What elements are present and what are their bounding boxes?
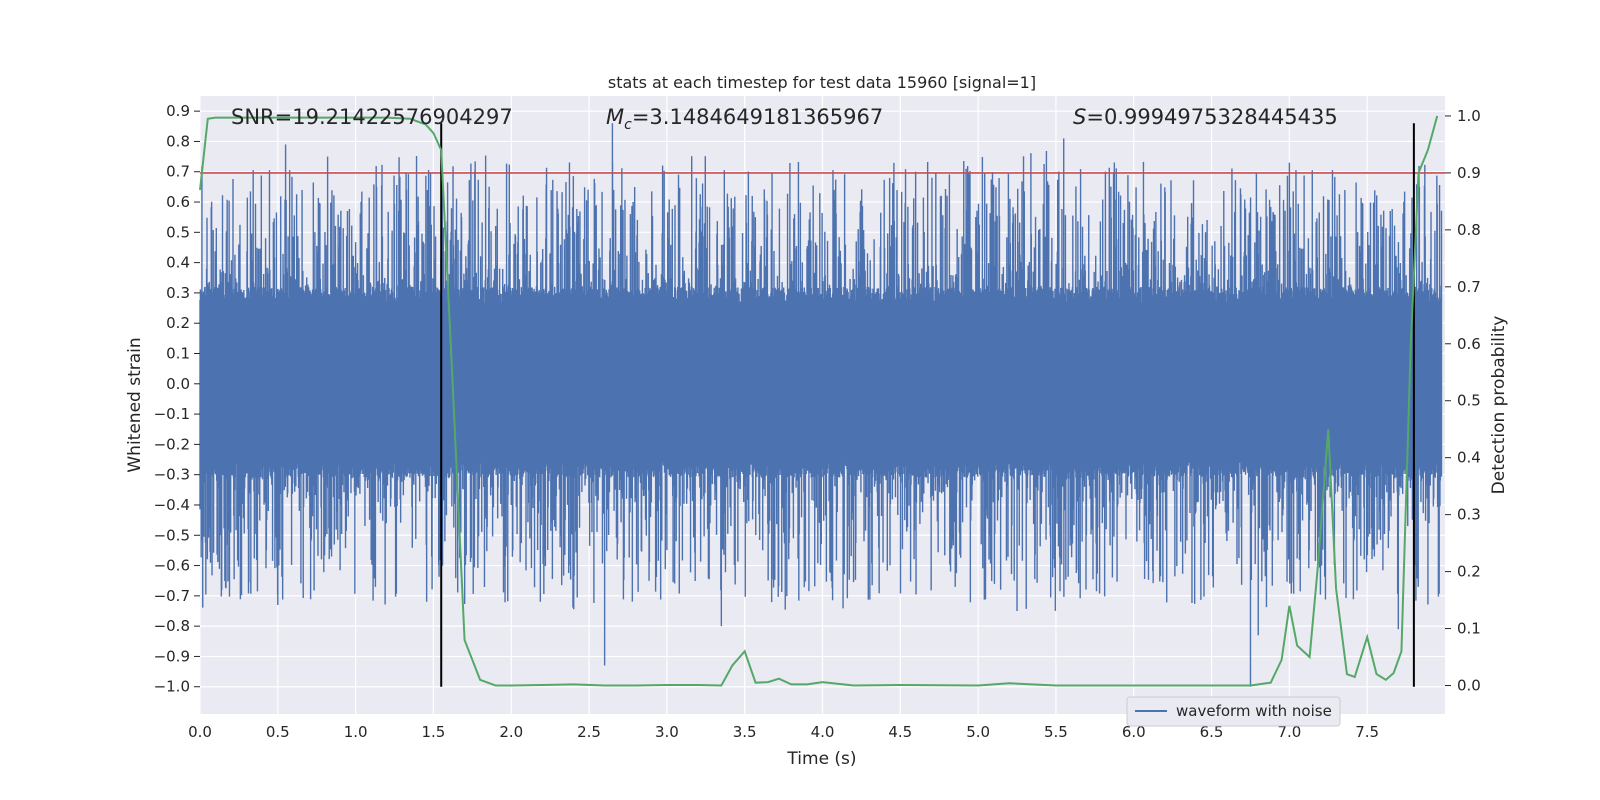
x-tick-label: 2.5 xyxy=(577,723,601,741)
left-y-tick-label: 0.3 xyxy=(166,284,190,302)
right-y-tick-label: 0.2 xyxy=(1457,563,1481,581)
right-y-tick-label: 0.5 xyxy=(1457,392,1481,410)
x-tick-label: 3.0 xyxy=(655,723,679,741)
x-tick-label: 5.0 xyxy=(966,723,990,741)
left-y-tick-label: 0.1 xyxy=(166,345,190,363)
x-tick-label: 1.5 xyxy=(422,723,446,741)
right-y-axis-label: Detection probability xyxy=(1489,316,1509,495)
right-y-tick-label: 0.4 xyxy=(1457,449,1481,467)
left-y-tick-label: 0.8 xyxy=(166,132,190,150)
left-y-tick-label: −0.9 xyxy=(154,647,190,665)
vertical-markers xyxy=(440,123,1415,687)
x-tick-label: 7.5 xyxy=(1355,723,1379,741)
left-y-tick-label: −0.2 xyxy=(154,435,190,453)
x-axis: 0.0 0.5 1.0 1.5 2.0 2.5 3.0 3.5 4.0 4.5 5.0 5.5 6.0 6… xyxy=(188,723,1379,741)
detection-probability-line xyxy=(199,115,1439,687)
x-axis-label: Time (s) xyxy=(786,749,856,769)
left-y-tick-label: −0.1 xyxy=(154,405,190,423)
chirp-mass-subscript: c xyxy=(624,117,632,133)
x-tick-label: 4.5 xyxy=(888,723,912,741)
left-y-tick-label: 0.2 xyxy=(166,314,190,332)
left-y-tick-label: 0.6 xyxy=(166,193,190,211)
left-y-tick-label: 0.5 xyxy=(166,223,190,241)
left-y-axis-label: Whitened strain xyxy=(125,337,145,472)
waveform-with-noise-line xyxy=(199,123,1443,687)
right-y-tick-label: 0.9 xyxy=(1457,164,1481,182)
x-tick-label: 7.0 xyxy=(1277,723,1301,741)
right-y-tick-label: 0.6 xyxy=(1457,335,1481,353)
x-tick-label: 0.0 xyxy=(188,723,212,741)
waveform-with-noise-series xyxy=(199,123,1443,687)
right-y-tick-label: 0.3 xyxy=(1457,506,1481,524)
left-y-tick-label: −0.4 xyxy=(154,496,190,514)
snr-annotation: SNR=19.21422576904297 xyxy=(231,105,513,129)
chirp-mass-annotation: Mc=3.1484649181365967 xyxy=(606,105,883,133)
left-y-tick-label: −0.7 xyxy=(154,587,190,605)
left-y-tick-label: −0.6 xyxy=(154,557,190,575)
right-y-axis: 1.0 0.9 0.8 0.7 0.6 0.5 0.4 0.3 0.2 0.1 0.0 xyxy=(1445,107,1481,695)
x-tick-label: 4.0 xyxy=(811,723,835,741)
x-tick-label: 1.0 xyxy=(344,723,368,741)
left-y-tick-label: 0.0 xyxy=(166,375,190,393)
x-tick-label: 3.5 xyxy=(733,723,757,741)
left-y-tick-label: −0.8 xyxy=(154,617,190,635)
x-tick-label: 5.5 xyxy=(1044,723,1068,741)
score-value: =0.9994975328445435 xyxy=(1086,105,1337,129)
left-y-tick-label: −0.5 xyxy=(154,526,190,544)
right-y-tick-label: 0.0 xyxy=(1457,677,1481,695)
left-y-tick-label: 0.4 xyxy=(166,254,190,272)
left-y-tick-label: −1.0 xyxy=(154,678,190,696)
score-symbol: S xyxy=(1073,105,1086,129)
x-tick-label: 2.0 xyxy=(499,723,523,741)
legend-box xyxy=(1126,696,1341,727)
right-y-tick-label: 0.1 xyxy=(1457,620,1481,638)
right-y-tick-label: 1.0 xyxy=(1457,107,1481,125)
left-y-tick-label: −0.3 xyxy=(154,466,190,484)
right-y-tick-label: 0.7 xyxy=(1457,278,1481,296)
left-y-tick-label: 0.9 xyxy=(166,102,190,120)
legend: waveform with noise xyxy=(1126,696,1341,727)
chirp-mass-value: =3.1484649181365967 xyxy=(632,105,883,129)
legend-label-waveform: waveform with noise xyxy=(1176,702,1332,720)
x-tick-label: 6.5 xyxy=(1200,723,1224,741)
right-y-tick-label: 0.8 xyxy=(1457,221,1481,239)
x-tick-label: 6.0 xyxy=(1122,723,1146,741)
chart-title: stats at each timestep for test data 159… xyxy=(608,73,1036,92)
chirp-mass-symbol: M xyxy=(606,105,624,129)
left-y-axis: 0.9 0.8 0.7 0.6 0.5 0.4 0.3 0.2 0.1 0.0 −0.1 −0.2 −0… xyxy=(154,102,200,696)
score-annotation: S=0.9994975328445435 xyxy=(1073,105,1338,129)
x-tick-label: 0.5 xyxy=(266,723,290,741)
left-y-tick-label: 0.7 xyxy=(166,163,190,181)
